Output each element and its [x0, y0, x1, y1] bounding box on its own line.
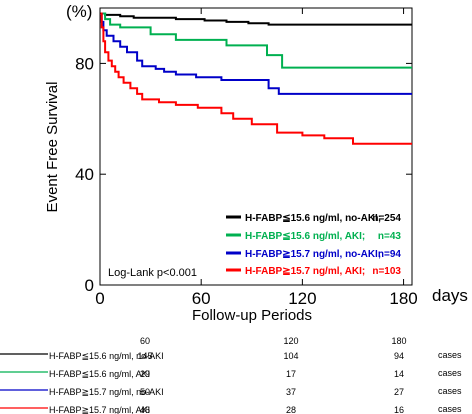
risk-value: 29 — [140, 369, 150, 379]
risk-value: 14 — [394, 369, 404, 379]
series-line-4 — [100, 12, 412, 145]
axis-layer: 0 60 120 180 0 40 80 — [75, 8, 418, 308]
plot-border — [99, 7, 413, 286]
risk-value: 17 — [286, 369, 296, 379]
legend-label-1: H-FABP≦15.6 ng/ml, no-AKI; — [245, 213, 381, 224]
x-unit-label: days — [432, 286, 468, 305]
legend-n-3: n=94 — [378, 249, 402, 260]
legend: H-FABP≦15.6 ng/ml, no-AKI;n=254 H-FABP≦15… — [226, 213, 401, 277]
risk-value: 94 — [394, 351, 404, 361]
risk-value: 28 — [286, 405, 296, 414]
risk-unit-label: cases — [438, 350, 462, 360]
legend-label-4: H-FABP≧15.7 ng/ml, AKI; — [245, 266, 365, 277]
x-axis-title: Follow-up Periods — [192, 307, 312, 324]
x-tick-label: 0 — [95, 289, 104, 308]
risk-row-label-2: H-FABP≦15.6 ng/ml, AKI — [49, 369, 150, 379]
legend-n-1: n=254 — [372, 213, 401, 224]
series-layer — [100, 12, 412, 145]
risk-time-header: 60 — [140, 336, 150, 346]
y-tick-label: 0 — [85, 276, 94, 295]
y-axis-title: Event Free Survival — [44, 82, 61, 213]
risk-value: 46 — [140, 405, 150, 414]
y-tick-label: 40 — [75, 165, 94, 184]
legend-label-2: H-FABP≦15.6 ng/ml, AKI; — [245, 231, 365, 242]
risk-value: 50 — [140, 387, 150, 397]
risk-value: 145 — [137, 351, 152, 361]
risk-unit-label: cases — [438, 368, 462, 378]
risk-value: 16 — [394, 405, 404, 414]
risk-row-label-4: H-FABP≧15.7 ng/ml, AKI — [49, 405, 150, 414]
legend-n-4: n=103 — [372, 266, 401, 277]
risk-value: 104 — [283, 351, 298, 361]
legend-label-3: H-FABP≧15.7 ng/ml, no-AKI; — [245, 249, 381, 260]
risk-unit-label: cases — [438, 386, 462, 396]
risk-time-header: 180 — [391, 336, 406, 346]
risk-row-label-1: H-FABP≦15.6 ng/ml, no-AKI — [49, 351, 164, 361]
x-tick-label: 60 — [192, 289, 211, 308]
legend-n-2: n=43 — [378, 231, 402, 242]
risk-unit-label: cases — [438, 404, 462, 414]
y-tick-label: 80 — [75, 54, 94, 73]
x-tick-label: 120 — [288, 289, 316, 308]
risk-time-header: 120 — [283, 336, 298, 346]
p-value-annotation: Log-Lank p<0.001 — [108, 267, 197, 279]
y-unit-label: (%) — [66, 2, 92, 21]
series-line-1 — [100, 12, 412, 26]
risk-value: 37 — [286, 387, 296, 397]
plot-frame — [99, 7, 413, 286]
risk-value: 27 — [394, 387, 404, 397]
x-tick-label: 180 — [389, 289, 417, 308]
risk-row-label-3: H-FABP≧15.7 ng/ml, no-AKI — [49, 387, 164, 397]
series-line-2 — [100, 12, 412, 69]
series-line-3 — [100, 12, 412, 95]
